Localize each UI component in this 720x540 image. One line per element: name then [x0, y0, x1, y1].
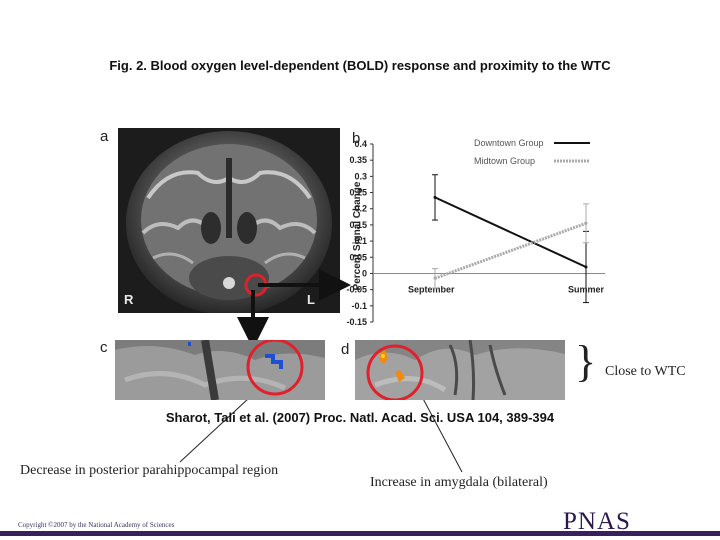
legend-label: Midtown Group [474, 156, 535, 166]
data-point [433, 276, 437, 280]
citation: Sharot, Tali et al. (2007) Proc. Natl. A… [165, 410, 555, 425]
footer-bar [0, 531, 720, 536]
x-category-label: September [408, 284, 455, 294]
y-tick-label: 0.1 [354, 236, 367, 246]
pnas-logo: PNAS [563, 508, 631, 535]
y-tick-label: 0.3 [354, 171, 367, 181]
data-point [433, 195, 437, 199]
annotation-decrease: Decrease in posterior parahippocampal re… [20, 463, 279, 478]
y-tick-label: 0.05 [349, 252, 367, 262]
legend-label: Downtown Group [474, 138, 544, 148]
data-point [584, 265, 588, 269]
y-tick-label: 0.15 [349, 220, 367, 230]
data-point [584, 221, 588, 225]
y-tick-label: -0.1 [351, 301, 367, 311]
panel-a-letter: a [100, 128, 109, 145]
panel-b-letter: b [352, 130, 361, 147]
panel-c-letter: c [100, 339, 108, 356]
brain-axial-slice-d [355, 340, 565, 400]
parahippocampal-ring [246, 340, 304, 396]
y-tick-label: 0.2 [354, 204, 367, 214]
blue-activation-blob [265, 354, 283, 369]
copyright-notice: Copyright ©2007 by the National Academy … [18, 521, 175, 529]
y-tick-label: 0.4 [354, 139, 367, 149]
y-tick-label: 0 [362, 268, 367, 278]
right-hemisphere-marker: R [124, 292, 134, 307]
close-to-wtc-label: Close to WTC [605, 364, 686, 379]
figure-title: Fig. 2. Blood oxygen level-dependent (BO… [109, 58, 611, 73]
chart-legend: Downtown Group Midtown Group [474, 138, 590, 166]
annotation-increase: Increase in amygdala (bilateral) [370, 475, 548, 490]
bold-response-chart: Percent Signal Change 0.40.350.30.250.20… [346, 138, 605, 327]
chart-axes: 0.4 0.35 0.3 0.25 0.2 0.15 0.1 0.05 0 -0.05 -0.1 -0… [346, 139, 605, 327]
y-tick-label: -0.15 [346, 317, 367, 327]
y-tick-label: -0.05 [346, 285, 367, 295]
y-axis-title: Percent Signal Change [352, 181, 363, 290]
series-line-midtown [434, 221, 587, 280]
series-line-downtown [434, 196, 587, 268]
brain-axial-slice-c [115, 340, 325, 400]
orange-activation-blob-2 [395, 370, 405, 382]
y-tick-label: 0.35 [349, 155, 367, 165]
brain-coronal-image [118, 128, 340, 313]
amygdala-ring [366, 344, 424, 400]
left-hemisphere-marker: L [307, 292, 315, 307]
brace-symbol: } [575, 337, 597, 386]
y-tick-label: 0.25 [349, 188, 367, 198]
chart-series-group [432, 174, 589, 304]
panel-d-letter: d [341, 341, 350, 358]
